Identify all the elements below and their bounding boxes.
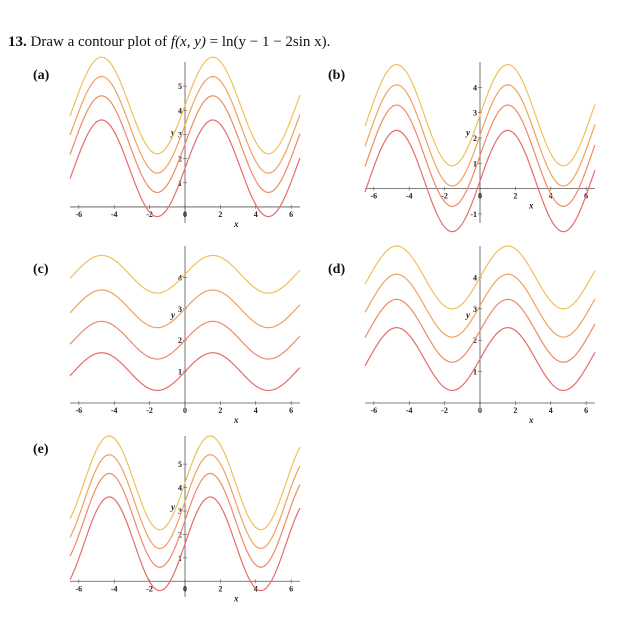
contour-curve-1: [69, 435, 301, 531]
x-axis-label: x: [233, 593, 239, 603]
x-tick-label: -4: [111, 210, 118, 219]
problem-number: 13.: [8, 34, 27, 50]
x-tick-label: -4: [406, 406, 413, 415]
panel-label-d: (d): [328, 262, 346, 277]
x-tick-label: -4: [111, 584, 118, 593]
y-axis-label: y: [465, 127, 471, 137]
contour-curve-1: [69, 254, 301, 294]
x-tick-label: -2: [146, 406, 153, 415]
function-name: f: [170, 34, 176, 50]
x-tick-label: 6: [584, 406, 588, 415]
x-tick-label: -4: [406, 192, 413, 201]
contour-curve-4: [69, 119, 301, 218]
x-tick-label: -6: [371, 406, 378, 415]
function-definition: = ln(y − 1 − 2sin x).: [205, 34, 331, 50]
x-axis-label: x: [528, 201, 534, 211]
contour-curve-3: [364, 104, 596, 207]
y-tick-label: 4: [178, 484, 182, 493]
contour-curve-2: [69, 289, 301, 329]
contour-curve-4: [69, 496, 301, 592]
x-tick-label: -4: [111, 406, 118, 415]
y-tick-label: 4: [473, 273, 477, 282]
contour-curve-3: [69, 472, 301, 568]
x-tick-label: 6: [289, 406, 293, 415]
y-tick-label: 1: [473, 159, 477, 168]
x-tick-label: -6: [76, 584, 83, 593]
x-tick-label: -6: [371, 192, 378, 201]
problem-statement: 13. Draw a contour plot of f(x, y) = ln(…: [8, 34, 330, 51]
problem-prompt: Draw a contour plot of: [30, 34, 168, 50]
x-tick-label: 0: [183, 210, 187, 219]
x-tick-label: -6: [76, 406, 83, 415]
x-tick-label: -6: [76, 210, 83, 219]
x-axis-label: x: [233, 415, 239, 425]
y-tick-label: -1: [470, 210, 477, 219]
panel-label-b: (b): [328, 68, 346, 83]
y-tick-label: 5: [178, 460, 182, 469]
x-tick-label: 2: [513, 406, 517, 415]
contour-plot-c: -6 -4 -2 0 2 4 6 1 2 3 4 x y: [69, 246, 301, 425]
panel-label-a: (a): [33, 68, 50, 83]
x-axis-label: x: [233, 219, 239, 229]
y-tick-label: 4: [178, 273, 182, 282]
x-tick-label: 4: [549, 192, 553, 201]
y-tick-label: 1: [473, 368, 477, 377]
contour-curve-1: [364, 245, 596, 310]
x-tick-label: 4: [549, 406, 553, 415]
y-axis-label: y: [170, 310, 176, 320]
x-axis-label: x: [528, 415, 534, 425]
y-tick-label: 5: [178, 82, 182, 91]
contour-curve-2: [364, 84, 596, 187]
y-tick-label: 2: [473, 134, 477, 143]
x-tick-label: -2: [441, 192, 448, 201]
y-tick-label: 2: [178, 336, 182, 345]
x-tick-label: 0: [478, 406, 482, 415]
y-tick-label: 4: [473, 83, 477, 92]
x-tick-label: 6: [289, 210, 293, 219]
contour-curve-1: [69, 56, 301, 155]
y-tick-label: 1: [178, 368, 182, 377]
contour-curve-4: [364, 327, 596, 392]
x-tick-label: 4: [254, 210, 258, 219]
x-tick-label: 0: [183, 406, 187, 415]
contour-curve-1: [364, 63, 596, 167]
x-tick-label: 2: [513, 192, 517, 201]
y-tick-label: 3: [178, 305, 182, 314]
x-tick-label: 2: [218, 584, 222, 593]
contour-curve-4: [69, 352, 301, 392]
contour-curve-3: [69, 320, 301, 360]
y-axis-label: y: [170, 502, 176, 512]
contour-curve-4: [364, 129, 596, 233]
contour-curve-2: [69, 454, 301, 550]
contour-curve-3: [69, 95, 301, 194]
y-axis-label: y: [465, 310, 471, 320]
y-axis-label: y: [170, 128, 176, 138]
y-tick-label: 3: [473, 305, 477, 314]
x-tick-label: 0: [478, 192, 482, 201]
x-tick-label: 6: [289, 584, 293, 593]
y-tick-label: 3: [473, 109, 477, 118]
panel-label-c: (c): [33, 262, 49, 277]
x-tick-label: -2: [146, 210, 153, 219]
contour-curve-2: [364, 273, 596, 338]
x-tick-label: -2: [146, 584, 153, 593]
x-tick-label: -2: [441, 406, 448, 415]
panel-label-e: (e): [33, 442, 49, 457]
x-tick-label: 4: [254, 406, 258, 415]
x-tick-label: 0: [183, 584, 187, 593]
function-args: (x, y): [175, 34, 206, 50]
contour-curve-2: [69, 75, 301, 174]
x-tick-label: 2: [218, 406, 222, 415]
y-tick-label: 3: [178, 507, 182, 516]
y-tick-label: 4: [178, 106, 182, 115]
y-tick-label: 3: [178, 130, 182, 139]
x-tick-label: 2: [218, 210, 222, 219]
contour-curve-3: [364, 298, 596, 363]
